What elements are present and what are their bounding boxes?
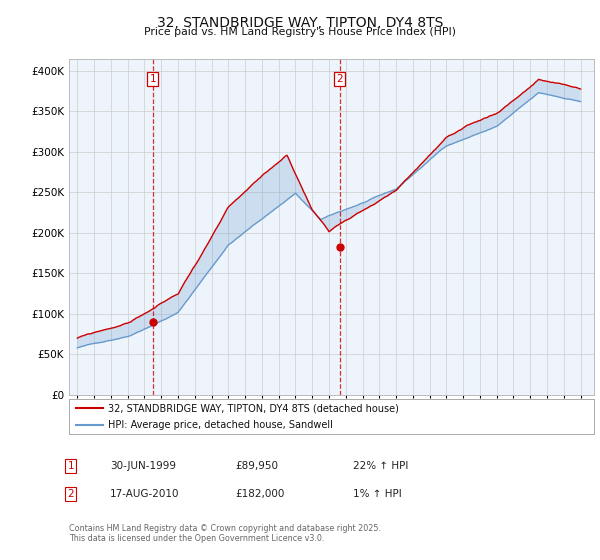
Text: 22% ↑ HPI: 22% ↑ HPI — [353, 461, 408, 471]
Text: 2: 2 — [67, 489, 74, 499]
Text: 1% ↑ HPI: 1% ↑ HPI — [353, 489, 401, 499]
Text: HPI: Average price, detached house, Sandwell: HPI: Average price, detached house, Sand… — [109, 420, 333, 430]
Text: Contains HM Land Registry data © Crown copyright and database right 2025.
This d: Contains HM Land Registry data © Crown c… — [69, 524, 381, 543]
Text: 30-JUN-1999: 30-JUN-1999 — [110, 461, 176, 471]
Text: Price paid vs. HM Land Registry's House Price Index (HPI): Price paid vs. HM Land Registry's House … — [144, 27, 456, 37]
Text: 32, STANDBRIDGE WAY, TIPTON, DY4 8TS: 32, STANDBRIDGE WAY, TIPTON, DY4 8TS — [157, 16, 443, 30]
Text: 32, STANDBRIDGE WAY, TIPTON, DY4 8TS (detached house): 32, STANDBRIDGE WAY, TIPTON, DY4 8TS (de… — [109, 403, 399, 413]
Text: 1: 1 — [67, 461, 74, 471]
Text: 2: 2 — [336, 74, 343, 84]
Text: 1: 1 — [149, 74, 156, 84]
Text: £182,000: £182,000 — [236, 489, 285, 499]
Text: 17-AUG-2010: 17-AUG-2010 — [110, 489, 179, 499]
Text: £89,950: £89,950 — [236, 461, 279, 471]
